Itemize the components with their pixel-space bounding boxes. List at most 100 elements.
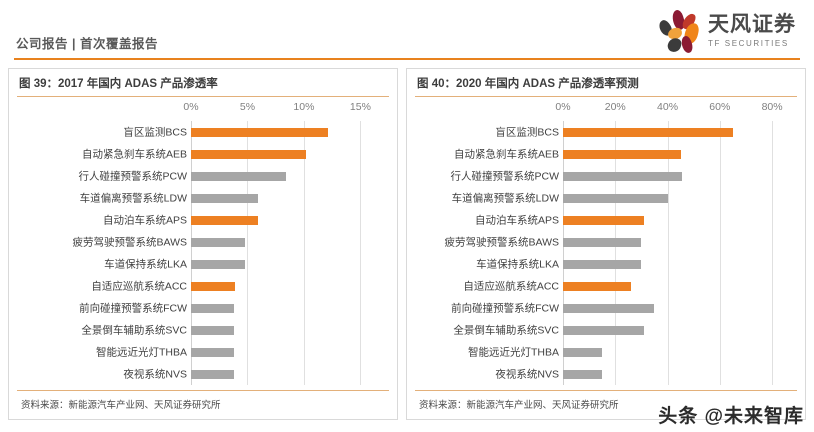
logo-text-cn: 天风证券 xyxy=(708,13,796,37)
bar-row[interactable] xyxy=(563,319,793,341)
gridline xyxy=(667,121,669,385)
chart-note-divider-left xyxy=(17,390,389,391)
x-axis: 0% 20% 40% 60% 80% xyxy=(407,99,805,119)
bar[interactable] xyxy=(191,149,307,159)
chart-source-left: 资料来源：新能源汽车产业网、天风证券研究所 xyxy=(21,400,221,411)
bar-row[interactable] xyxy=(191,275,383,297)
category-label: 前向碰撞预警系统FCW xyxy=(79,302,187,315)
watermark-text: 头条 @未来智库 xyxy=(658,406,804,427)
category-label: 疲劳驾驶预警系统BAWS xyxy=(72,236,187,249)
page-header: 公司报告 | 首次覆盖报告 天风证券 TF SECURITIES xyxy=(0,0,814,62)
bar-row[interactable] xyxy=(191,297,383,319)
gridline xyxy=(719,121,721,385)
category-label: 全景倒车辅助系统SVC xyxy=(453,324,559,337)
bar-row[interactable] xyxy=(191,121,383,143)
bar[interactable] xyxy=(563,237,642,247)
bar-row[interactable] xyxy=(563,143,793,165)
x-axis-tick-label: 15% xyxy=(349,101,371,113)
bar-row[interactable] xyxy=(191,341,383,363)
bar[interactable] xyxy=(191,215,258,225)
category-label: 自动泊车系统APS xyxy=(102,214,187,227)
bar-row[interactable] xyxy=(191,209,383,231)
chart-note-divider-right xyxy=(415,390,797,391)
x-axis-tick-label: 60% xyxy=(709,101,731,113)
x-axis: 0% 5% 10% 15% xyxy=(9,99,397,119)
bar[interactable] xyxy=(563,281,631,291)
bar[interactable] xyxy=(191,171,286,181)
x-axis-tick-label: 5% xyxy=(239,101,256,113)
header-divider xyxy=(14,58,800,60)
bar-row[interactable] xyxy=(191,165,383,187)
bar[interactable] xyxy=(563,369,603,379)
x-axis-tick-label: 0% xyxy=(555,101,571,113)
logo-text-en: TF SECURITIES xyxy=(708,38,789,48)
plot-area xyxy=(191,121,383,385)
category-label: 疲劳驾驶预警系统BAWS xyxy=(444,236,559,249)
bar[interactable] xyxy=(191,237,246,247)
bar-row[interactable] xyxy=(563,341,793,363)
bar-row[interactable] xyxy=(563,231,793,253)
bar-row[interactable] xyxy=(191,143,383,165)
bar[interactable] xyxy=(191,303,234,313)
bar[interactable] xyxy=(563,325,645,335)
bar-row[interactable] xyxy=(191,187,383,209)
bar[interactable] xyxy=(563,171,682,181)
bar-row[interactable] xyxy=(191,319,383,341)
bar[interactable] xyxy=(563,347,603,357)
category-label: 盲区监测BCS xyxy=(495,126,559,139)
gridline xyxy=(360,121,362,385)
bar-row[interactable] xyxy=(191,253,383,275)
gridline xyxy=(303,121,305,385)
chart-title-left: 图 39：2017 年国内 ADAS 产品渗透率 xyxy=(19,78,218,90)
category-label: 智能远近光灯THBA xyxy=(95,346,187,359)
bar-row[interactable] xyxy=(563,363,793,385)
category-label: 全景倒车辅助系统SVC xyxy=(81,324,187,337)
bar[interactable] xyxy=(563,149,681,159)
bar[interactable] xyxy=(563,215,645,225)
bar-row[interactable] xyxy=(191,231,383,253)
category-label: 自适应巡航系统ACC xyxy=(91,280,187,293)
plot-area xyxy=(563,121,793,385)
bar-row[interactable] xyxy=(563,253,793,275)
bar[interactable] xyxy=(191,127,328,137)
category-label: 夜视系统NVS xyxy=(495,368,559,381)
x-axis-tick-label: 0% xyxy=(183,101,199,113)
chart-panel-right: 图 40：2020 年国内 ADAS 产品渗透率预测 0% 20% 40% 60% 80… xyxy=(406,68,806,420)
bar[interactable] xyxy=(191,281,236,291)
chart-panel-left: 图 39：2017 年国内 ADAS 产品渗透率 0% 5% 10% 15% 盲区监测B… xyxy=(8,68,398,420)
bar[interactable] xyxy=(563,193,668,203)
category-label: 行人碰撞预警系统PCW xyxy=(450,170,560,183)
bar-chart-2020: 0% 20% 40% 60% 80% 盲区监测BCS 自动紧急刹车系统AEB 行人碰撞预警系统… xyxy=(407,99,805,387)
bar[interactable] xyxy=(191,369,234,379)
bar-row[interactable] xyxy=(563,121,793,143)
chart-source-right: 资料来源：新能源汽车产业网、天风证券研究所 xyxy=(419,400,619,411)
bar-row[interactable] xyxy=(563,297,793,319)
category-label: 前向碰撞预警系统FCW xyxy=(451,302,559,315)
gridline xyxy=(563,121,564,385)
gridline xyxy=(615,121,617,385)
bar[interactable] xyxy=(563,303,655,313)
bar-row[interactable] xyxy=(563,209,793,231)
gridline xyxy=(247,121,249,385)
category-label: 盲区监测BCS xyxy=(123,126,187,139)
bar[interactable] xyxy=(563,127,733,137)
x-axis-tick-label: 40% xyxy=(657,101,679,113)
bar[interactable] xyxy=(563,259,642,269)
chart-title-divider-left xyxy=(17,96,389,97)
bar-row[interactable] xyxy=(563,275,793,297)
bar-row[interactable] xyxy=(191,363,383,385)
bar-row[interactable] xyxy=(563,165,793,187)
bar[interactable] xyxy=(191,325,234,335)
brand-logo: 天风证券 TF SECURITIES xyxy=(656,8,796,55)
bar[interactable] xyxy=(191,259,246,269)
category-axis: 盲区监测BCS 自动紧急刹车系统AEB 行人碰撞预警系统PCW 车道偏离预警系统LDW… xyxy=(407,121,559,385)
category-label: 车道偏离预警系统LDW xyxy=(451,192,559,205)
category-label: 车道保持系统LKA xyxy=(104,258,187,271)
bar-row[interactable] xyxy=(563,187,793,209)
category-label: 自动紧急刹车系统AEB xyxy=(81,148,187,161)
bar[interactable] xyxy=(191,193,258,203)
bar-chart-2017: 0% 5% 10% 15% 盲区监测BCS 自动紧急刹车系统AEB 行人碰撞预警系统PCW 车… xyxy=(9,99,397,387)
x-axis-tick-label: 10% xyxy=(293,101,315,113)
chart-title-right: 图 40：2020 年国内 ADAS 产品渗透率预测 xyxy=(417,78,639,90)
bar[interactable] xyxy=(191,347,234,357)
